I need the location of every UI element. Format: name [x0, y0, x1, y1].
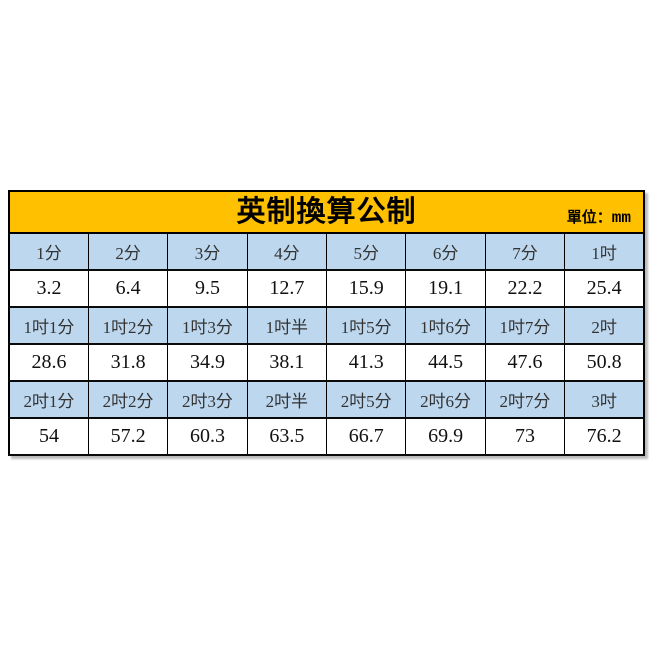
table-cell: 1吋2分: [87, 306, 169, 345]
table-cell: 6.4: [87, 269, 169, 308]
table-cell: 54: [8, 417, 89, 456]
table-cell: 69.9: [405, 417, 486, 456]
table-cell: 19.1: [405, 269, 486, 308]
table-cell: 3分: [167, 232, 248, 271]
table-cell: 7分: [484, 232, 566, 271]
table-cell: 41.3: [325, 343, 407, 382]
table-cell: 1吋3分: [167, 306, 248, 345]
table-cell: 12.7: [246, 269, 328, 308]
table-cell: 22.2: [484, 269, 566, 308]
table-cell: 38.1: [246, 343, 328, 382]
label-row: 1分 2分 3分 4分 5分 6分 7分 1吋: [8, 232, 645, 271]
table-cell: 1吋5分: [325, 306, 407, 345]
table-cell: 9.5: [167, 269, 248, 308]
table-header: 英制換算公制 單位：mm: [8, 190, 645, 234]
table-cell: 2吋5分: [325, 380, 407, 419]
table-cell: 1吋7分: [484, 306, 566, 345]
table-cell: 66.7: [325, 417, 407, 456]
table-cell: 2吋3分: [167, 380, 248, 419]
table-title: 英制換算公制: [236, 196, 417, 228]
table-cell: 3.2: [8, 269, 89, 308]
table-cell: 2吋7分: [484, 380, 566, 419]
table-cell: 2吋1分: [8, 380, 89, 419]
value-row: 3.2 6.4 9.5 12.7 15.9 19.1 22.2 25.4: [8, 269, 645, 308]
table-cell: 1吋6分: [405, 306, 486, 345]
table-cell: 2吋6分: [405, 380, 486, 419]
unit-label: 單位：: [566, 209, 612, 226]
table-cell: 25.4: [564, 269, 645, 308]
table-cell: 3吋: [564, 380, 645, 419]
table-cell: 34.9: [167, 343, 248, 382]
unit-badge: 單位：mm: [567, 206, 631, 227]
table-cell: 2分: [87, 232, 169, 271]
table-cell: 47.6: [484, 343, 566, 382]
table-cell: 1吋: [564, 232, 645, 271]
table-cell: 2吋: [564, 306, 645, 345]
table-cell: 76.2: [564, 417, 645, 456]
value-row: 28.6 31.8 34.9 38.1 41.3 44.5 47.6 50.8: [8, 343, 645, 382]
table-cell: 2吋半: [246, 380, 328, 419]
table-cell: 15.9: [325, 269, 407, 308]
table-cell: 2吋2分: [87, 380, 169, 419]
table-cell: 31.8: [87, 343, 169, 382]
table-cell: 63.5: [246, 417, 328, 456]
table-cell: 73: [484, 417, 566, 456]
table-cell: 57.2: [87, 417, 169, 456]
unit-value: mm: [611, 209, 631, 227]
table-cell: 28.6: [8, 343, 89, 382]
header-row: 英制換算公制 單位：mm: [8, 190, 645, 234]
table-cell: 1吋1分: [8, 306, 89, 345]
table-cell: 50.8: [564, 343, 645, 382]
table-cell: 44.5: [405, 343, 486, 382]
table-cell: 1分: [8, 232, 89, 271]
table-cell: 1吋半: [246, 306, 328, 345]
label-row: 2吋1分 2吋2分 2吋3分 2吋半 2吋5分 2吋6分 2吋7分 3吋: [8, 380, 645, 419]
table-cell: 6分: [405, 232, 486, 271]
table-cell: 60.3: [167, 417, 248, 456]
table-cell: 4分: [246, 232, 328, 271]
label-row: 1吋1分 1吋2分 1吋3分 1吋半 1吋5分 1吋6分 1吋7分 2吋: [8, 306, 645, 345]
conversion-table: 英制換算公制 單位：mm 1分 2分 3分 4分 5分 6分 7分 1吋 3.2: [8, 190, 645, 456]
table-cell: 5分: [325, 232, 407, 271]
value-row: 54 57.2 60.3 63.5 66.7 69.9 73 76.2: [8, 417, 645, 456]
